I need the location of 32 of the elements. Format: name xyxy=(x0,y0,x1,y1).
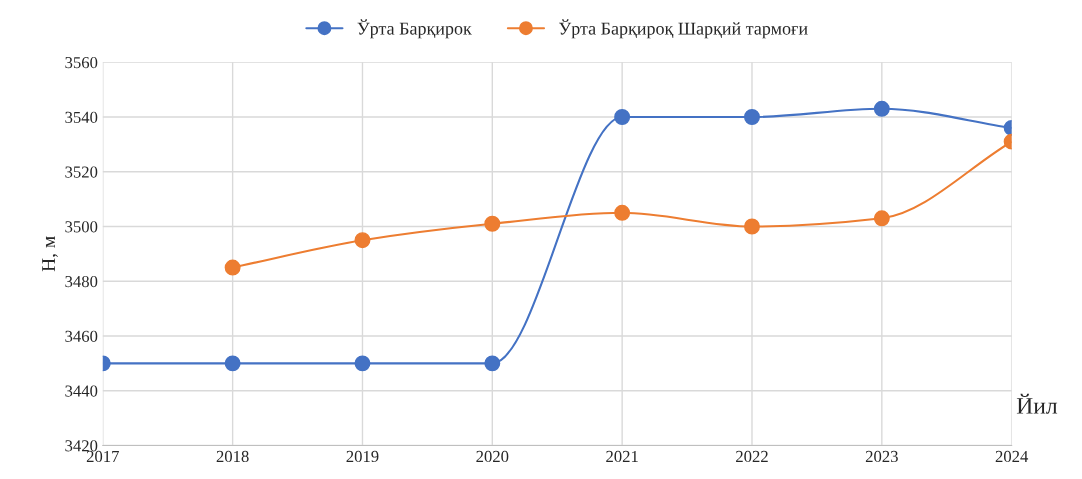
x-tick-label: 2024 xyxy=(995,450,1029,463)
x-tick-label: 2017 xyxy=(86,450,119,463)
point xyxy=(873,210,890,227)
x-tick-label: 2021 xyxy=(606,450,638,463)
y-tick-label: 3440 xyxy=(65,385,98,397)
legend-label: Ўрта Барқироқ Шарқий тармоғи xyxy=(559,19,808,39)
y-tick-label: 3560 xyxy=(65,56,98,69)
y-axis-title: Н, м xyxy=(42,236,58,272)
point xyxy=(224,355,241,372)
y-tick-label: 3480 xyxy=(65,275,98,288)
x-tick-label: 2023 xyxy=(865,450,898,463)
point xyxy=(484,355,501,372)
y-tick-label: 3540 xyxy=(65,111,98,123)
y-tick-label: 3420 xyxy=(65,440,98,452)
point xyxy=(873,100,890,117)
y-tick-label: 3520 xyxy=(65,166,98,178)
point xyxy=(614,109,631,125)
x-tick-label: 2022 xyxy=(736,450,768,463)
point xyxy=(224,259,241,276)
point xyxy=(614,204,631,221)
y-tick-label: 3460 xyxy=(65,330,98,342)
x-axis-title: Йил xyxy=(1016,393,1058,414)
x-tick-label: 2018 xyxy=(216,450,249,463)
point xyxy=(744,218,760,235)
legend-label: Ўрта Барқирок xyxy=(357,19,472,39)
point xyxy=(744,109,760,125)
x-tick-label: 2019 xyxy=(346,450,379,463)
point xyxy=(354,232,371,249)
x-tick-label: 2020 xyxy=(476,450,509,463)
y-tick-label: 3500 xyxy=(65,221,98,233)
point xyxy=(484,215,501,232)
point xyxy=(354,355,371,372)
